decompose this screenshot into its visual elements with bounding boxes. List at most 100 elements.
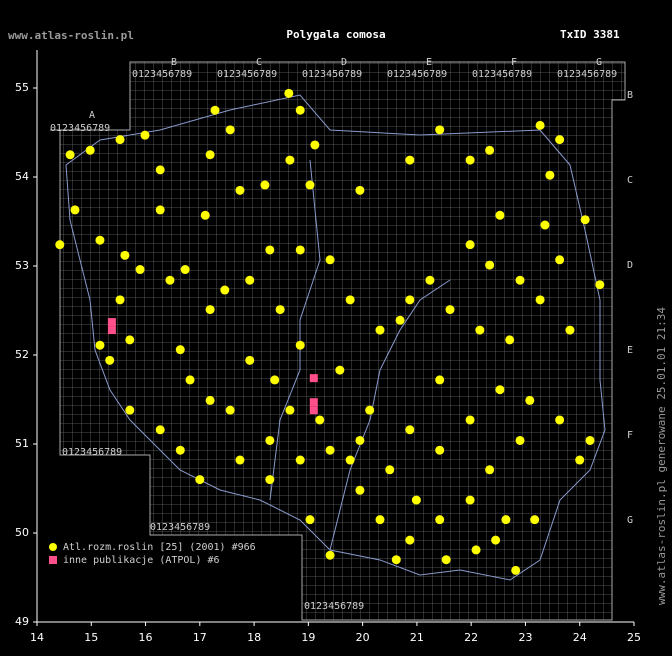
occurrence-dot xyxy=(140,130,150,140)
occurrence-dot xyxy=(525,395,535,405)
x-tick-label: 16 xyxy=(139,631,153,644)
grid-digits: 0123456789 xyxy=(150,522,210,533)
occurrence-dot xyxy=(375,325,385,335)
occurrence-dot xyxy=(555,135,565,145)
legend-label: inne publikacje (ATPOL) #6 xyxy=(63,555,220,566)
atpol-grid xyxy=(50,61,626,621)
occurrence-dot xyxy=(155,205,165,215)
legend-square xyxy=(49,556,57,564)
occurrence-dot xyxy=(555,415,565,425)
x-tick-label: 15 xyxy=(84,631,98,644)
x-tick-label: 20 xyxy=(356,631,370,644)
occurrence-dot xyxy=(315,415,325,425)
grid-digits: 0123456789 xyxy=(50,123,110,134)
occurrence-dot xyxy=(530,515,540,525)
publication-mark xyxy=(309,398,318,407)
occurrence-dot xyxy=(465,240,475,250)
occurrence-dot xyxy=(565,325,575,335)
occurrence-dot xyxy=(55,240,65,250)
x-tick-label: 22 xyxy=(464,631,478,644)
occurrence-dot xyxy=(325,255,335,265)
y-tick-label: 52 xyxy=(15,348,29,361)
occurrence-dot xyxy=(235,185,245,195)
occurrence-dot xyxy=(295,105,305,115)
occurrence-dot xyxy=(175,445,185,455)
occurrence-dot xyxy=(515,435,525,445)
occurrence-dot xyxy=(595,280,605,290)
occurrence-dot xyxy=(225,405,235,415)
taxon-id: TxID 3381 xyxy=(560,28,620,41)
occurrence-dot xyxy=(535,295,545,305)
occurrence-dot xyxy=(205,150,215,160)
occurrence-dot xyxy=(125,335,135,345)
occurrence-dot xyxy=(175,345,185,355)
occurrence-dot xyxy=(435,125,445,135)
occurrence-dot xyxy=(305,515,315,525)
y-tick-label: 51 xyxy=(15,437,29,450)
occurrence-dot xyxy=(195,475,205,485)
x-tick-label: 21 xyxy=(410,631,424,644)
occurrence-dot xyxy=(135,265,145,275)
occurrence-dot xyxy=(441,555,451,565)
x-tick-label: 17 xyxy=(193,631,207,644)
occurrence-dot xyxy=(555,255,565,265)
occurrence-dot xyxy=(505,335,515,345)
occurrence-dot xyxy=(155,165,165,175)
publication-mark xyxy=(309,406,318,415)
occurrence-dot xyxy=(270,375,280,385)
occurrence-dot xyxy=(405,155,415,165)
occurrence-dot xyxy=(295,455,305,465)
grid-letter: B xyxy=(171,57,177,68)
title: Polygala comosa xyxy=(286,28,385,41)
occurrence-dot xyxy=(355,185,365,195)
occurrence-dot xyxy=(260,180,270,190)
occurrence-dot xyxy=(185,375,195,385)
occurrence-dot xyxy=(225,125,235,135)
occurrence-dot xyxy=(70,205,80,215)
occurrence-dot xyxy=(435,515,445,525)
grid-letter: F xyxy=(511,57,517,68)
grid-digits: 0123456789 xyxy=(472,69,532,80)
occurrence-dot xyxy=(345,455,355,465)
grid-letter: A xyxy=(89,110,95,121)
occurrence-dot xyxy=(485,145,495,155)
occurrence-dot xyxy=(585,435,595,445)
grid-letter: C xyxy=(627,175,633,186)
occurrence-dot xyxy=(180,265,190,275)
occurrence-dot xyxy=(501,515,511,525)
occurrence-dot xyxy=(465,155,475,165)
grid-letter: G xyxy=(627,515,633,526)
occurrence-dot xyxy=(375,515,385,525)
occurrence-dot xyxy=(210,105,220,115)
occurrence-dot xyxy=(115,295,125,305)
occurrence-dot xyxy=(85,145,95,155)
occurrence-dot xyxy=(265,435,275,445)
occurrence-dot xyxy=(355,485,365,495)
grid-digits: 0123456789 xyxy=(304,601,364,612)
grid-digits: 0123456789 xyxy=(62,447,122,458)
occurrence-dot xyxy=(325,445,335,455)
occurrence-dot xyxy=(95,235,105,245)
occurrence-dot xyxy=(125,405,135,415)
grid-letter: B xyxy=(627,90,633,101)
x-tick-label: 19 xyxy=(301,631,315,644)
grid-digits: 0123456789 xyxy=(387,69,447,80)
grid-letter: D xyxy=(341,57,347,68)
occurrence-dot xyxy=(580,215,590,225)
occurrence-dot xyxy=(465,415,475,425)
grid-digits: 0123456789 xyxy=(557,69,617,80)
y-tick-label: 49 xyxy=(15,615,29,628)
x-tick-label: 23 xyxy=(518,631,532,644)
site-label: www.atlas-roslin.pl xyxy=(8,29,134,42)
occurrence-dot xyxy=(435,445,445,455)
occurrence-dot xyxy=(200,210,210,220)
grid-letter: E xyxy=(627,345,633,356)
x-tick-label: 14 xyxy=(30,631,44,644)
occurrence-dot xyxy=(540,220,550,230)
publication-mark xyxy=(107,326,116,335)
occurrence-dot xyxy=(491,535,501,545)
occurrence-dot xyxy=(485,260,495,270)
occurrence-dot xyxy=(435,375,445,385)
legend-dot xyxy=(49,543,57,551)
occurrence-dot xyxy=(405,295,415,305)
